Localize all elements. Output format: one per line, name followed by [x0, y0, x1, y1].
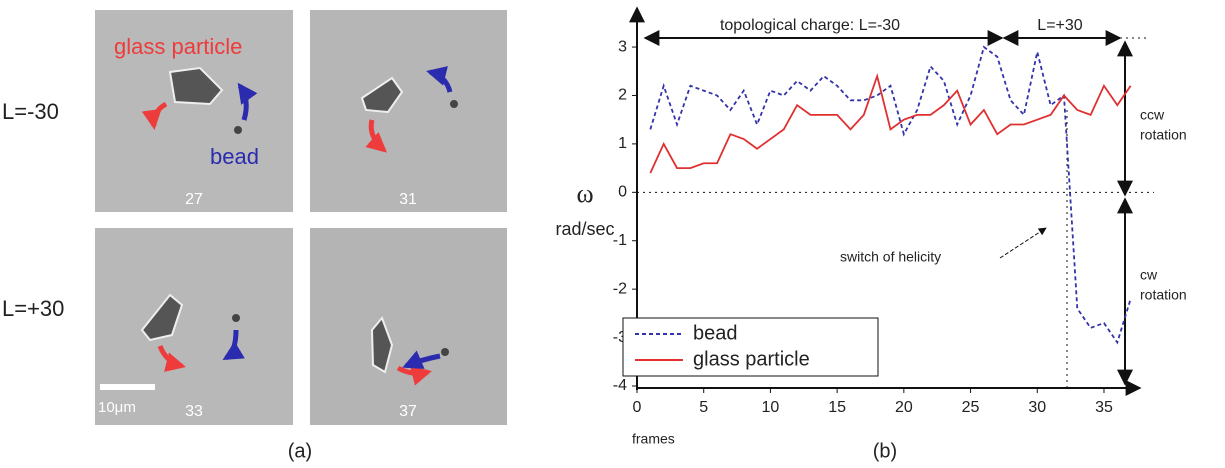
- y-tick-label: -1: [613, 232, 627, 249]
- arrow: [157, 345, 186, 372]
- annotation: cw: [1140, 267, 1158, 283]
- arrow: [402, 350, 441, 369]
- x-tick-label: 25: [962, 399, 980, 416]
- x-tick-label: 0: [633, 399, 642, 416]
- y-tick-label: -2: [613, 280, 627, 297]
- micrograph: [95, 10, 293, 212]
- x-tick-label: 35: [1095, 399, 1113, 416]
- particle: [360, 76, 404, 114]
- annotation: switch of helicity: [840, 249, 941, 265]
- micrograph: [310, 10, 507, 212]
- row-label: L=-30: [2, 99, 59, 124]
- arrow: [396, 365, 432, 386]
- y-tick-label: 3: [618, 38, 627, 55]
- annotation: rotation: [1140, 287, 1187, 303]
- y-tick-label: -4: [613, 377, 627, 394]
- bead-label: bead: [210, 144, 259, 169]
- legend-label: glass particle: [693, 348, 810, 370]
- y-tick-label: 1: [618, 135, 627, 152]
- frame-label: 27: [185, 191, 203, 208]
- panel-a: 10μm glass particle bead L=-30 L=+30 27 …: [2, 10, 507, 462]
- series-line: [649, 72, 1132, 174]
- annotation: ccw: [1140, 107, 1165, 123]
- bead: [232, 314, 240, 322]
- particle: [370, 316, 394, 374]
- micrograph: [310, 228, 507, 425]
- annotation: L=+30: [1037, 17, 1082, 34]
- panel-label: (b): [873, 440, 897, 462]
- annotation: rotation: [1140, 127, 1187, 143]
- x-tick-label: 5: [699, 399, 708, 416]
- y-tick-label: 2: [618, 87, 627, 104]
- series-line: [649, 45, 1132, 345]
- y-unit: rad/sec: [555, 219, 614, 239]
- x-tick-label: 30: [1028, 399, 1046, 416]
- pointer: [999, 227, 1047, 259]
- legend-box: [622, 317, 879, 377]
- frame-label: 33: [185, 403, 203, 420]
- particle: [140, 293, 184, 342]
- particle: [168, 66, 224, 106]
- x-tick-label: 10: [762, 399, 780, 416]
- scale-label: 10μm: [98, 399, 136, 416]
- bead: [234, 126, 242, 134]
- arrow: [365, 119, 388, 153]
- x-label: frames: [632, 431, 675, 447]
- arrow: [141, 101, 168, 130]
- legend-label: bead: [693, 322, 738, 344]
- panel-label: (a): [288, 440, 312, 462]
- x-tick-label: 20: [895, 399, 913, 416]
- frame-label: 37: [399, 403, 417, 420]
- frame-label: 31: [399, 191, 417, 208]
- particle-label: glass particle: [114, 34, 242, 59]
- arrow: [222, 329, 245, 361]
- scale-bar: [100, 384, 155, 390]
- annotation: topological charge: L=-30: [720, 17, 900, 34]
- bead: [450, 100, 458, 108]
- bead: [441, 348, 449, 356]
- x-tick-label: 15: [828, 399, 846, 416]
- arrow: [426, 66, 453, 93]
- arrow: [237, 82, 258, 121]
- y-tick-label: 0: [618, 184, 627, 201]
- micrograph: [95, 228, 293, 425]
- row-label: L=+30: [2, 296, 64, 321]
- y-label: ω: [576, 179, 593, 208]
